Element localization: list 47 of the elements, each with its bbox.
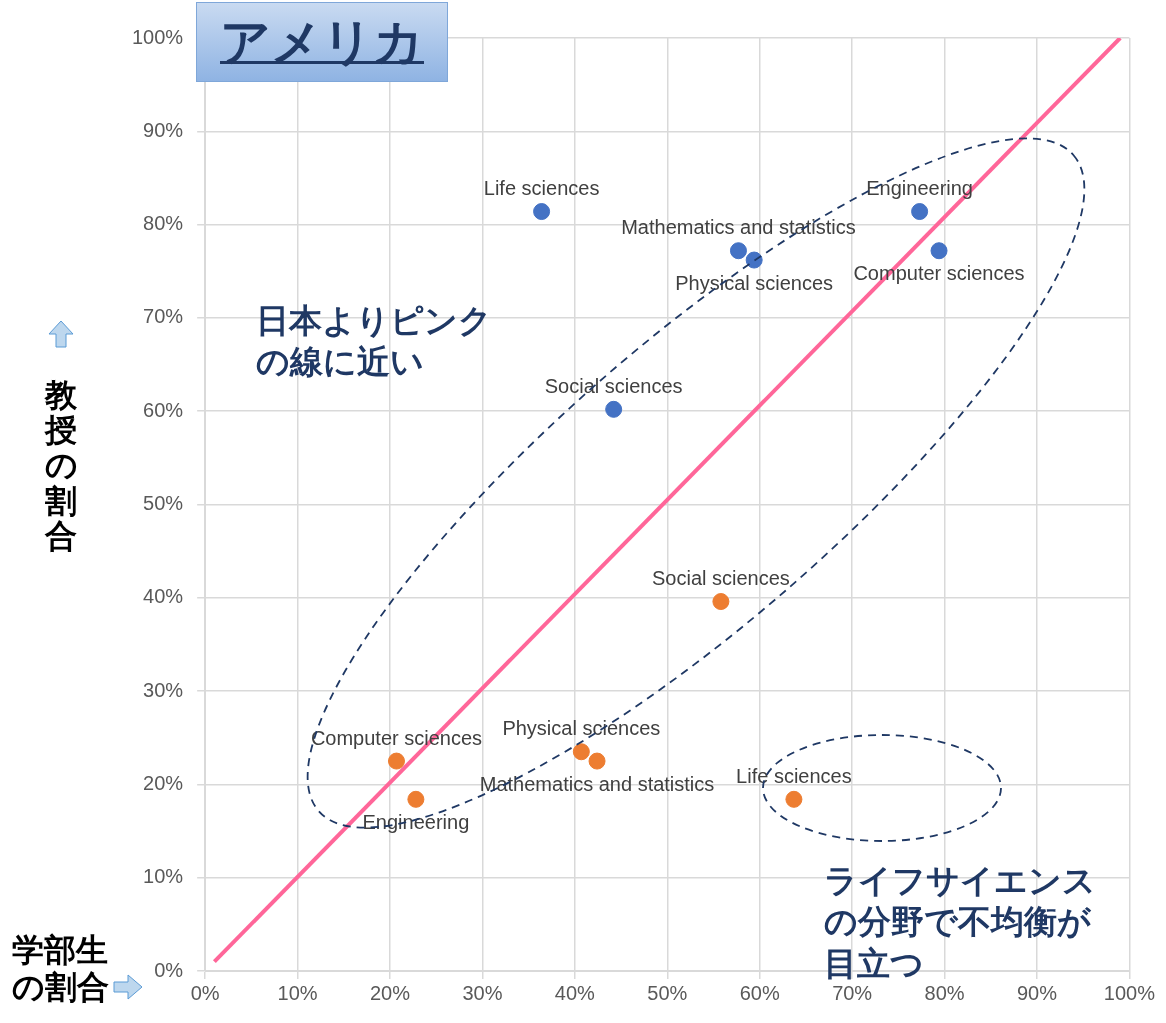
- point: [911, 203, 929, 221]
- point: [785, 790, 803, 808]
- y-tick-label: 10%: [143, 865, 184, 888]
- y-tick-label: 70%: [143, 305, 184, 328]
- x-tick-label: 10%: [277, 981, 318, 1004]
- annotation: 日本よりピンクの線に近い: [256, 300, 493, 383]
- point: [533, 203, 551, 221]
- data-label: Physical sciences: [675, 271, 834, 294]
- point: [572, 743, 590, 761]
- y-tick-label: 100%: [132, 25, 184, 48]
- annotation: ライフサイエンスの分野で不均衡が目立つ: [824, 861, 1096, 983]
- x-tick-label: 90%: [1016, 981, 1058, 1004]
- x-tick-label: 60%: [739, 981, 780, 1004]
- data-label: Life sciences: [736, 764, 852, 787]
- y-tick-label: 50%: [143, 492, 184, 515]
- x-tick-label: 20%: [369, 981, 411, 1004]
- x-tick-label: 70%: [832, 981, 873, 1004]
- y-tick-label: 0%: [154, 958, 184, 981]
- y-tick-label: 90%: [143, 118, 184, 141]
- data-label: Social sciences: [651, 567, 790, 590]
- x-tick-label: 100%: [1103, 981, 1156, 1004]
- y-tick-label: 20%: [143, 771, 184, 794]
- point: [712, 593, 730, 611]
- y-tick-label: 60%: [143, 398, 184, 421]
- x-tick-label: 80%: [924, 981, 965, 1004]
- chart-title: アメリカ: [220, 12, 424, 72]
- y-tick-label: 40%: [143, 585, 184, 608]
- data-label: Mathematics and statistics: [479, 772, 715, 795]
- point: [588, 752, 606, 770]
- point: [387, 752, 405, 770]
- y-tick-label: 80%: [143, 212, 184, 235]
- x-axis-title: 学部生の割合: [12, 932, 110, 1006]
- point: [729, 242, 747, 260]
- data-label: Mathematics and statistics: [621, 216, 856, 239]
- point: [745, 251, 763, 269]
- data-label: Physical sciences: [502, 717, 661, 740]
- x-tick-label: 40%: [554, 981, 596, 1004]
- point: [407, 790, 425, 808]
- point: [605, 400, 623, 418]
- point: [930, 242, 948, 260]
- y-tick-label: 30%: [143, 678, 184, 701]
- data-label: Social sciences: [544, 374, 683, 397]
- x-tick-label: 0%: [190, 981, 220, 1004]
- x-tick-label: 50%: [647, 981, 688, 1004]
- x-tick-label: 30%: [462, 981, 503, 1004]
- data-label: Life sciences: [483, 177, 600, 200]
- y-axis-title: 教授の割合: [45, 377, 78, 554]
